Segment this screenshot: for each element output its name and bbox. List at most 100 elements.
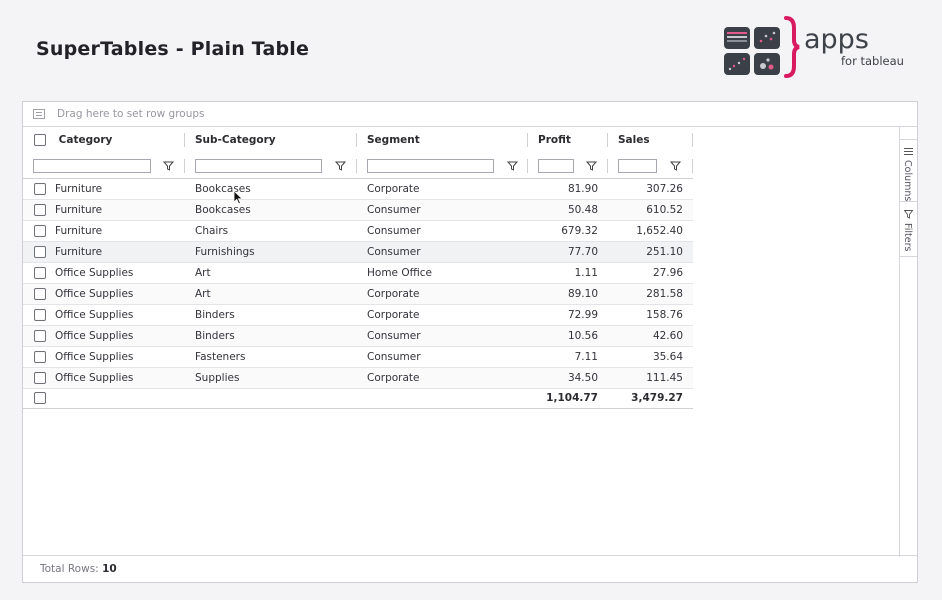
- cell-profit: 679.32: [528, 220, 608, 242]
- logo-tile-lines-icon: [724, 27, 750, 49]
- cell-text: Binders: [195, 308, 235, 321]
- cell-text: Consumer: [367, 203, 421, 216]
- cell-text: Office Supplies: [55, 329, 134, 342]
- total-rows-label: Total Rows:: [40, 563, 99, 575]
- cell-sales: 111.45: [608, 367, 693, 389]
- table-row[interactable]: Office Supplies Binders Consumer 10.56 42.60: [23, 325, 693, 347]
- column-header-profit[interactable]: Profit: [528, 127, 608, 153]
- cell-text: Supplies: [195, 371, 240, 384]
- cell-sub-category: Art: [185, 283, 357, 305]
- cell-text: Consumer: [367, 329, 421, 342]
- table-row[interactable]: Furniture Bookcases Corporate 81.90 307.26: [23, 178, 693, 200]
- row-checkbox[interactable]: [34, 287, 46, 300]
- cell-text: Consumer: [367, 224, 421, 237]
- cell-sub-category: Furnishings: [185, 241, 357, 263]
- cell-sales: 27.96: [608, 262, 693, 284]
- cell-text: Consumer: [367, 350, 421, 363]
- column-header-category[interactable]: Category: [23, 127, 185, 153]
- row-checkbox[interactable]: [34, 392, 46, 404]
- cell-sub-category: Fasteners: [185, 346, 357, 368]
- row-checkbox[interactable]: [34, 203, 46, 216]
- table-row[interactable]: Furniture Furnishings Consumer 77.70 251.10: [23, 241, 693, 263]
- sales-filter-input[interactable]: [618, 159, 657, 173]
- table-row[interactable]: Office Supplies Art Home Office 1.11 27.96: [23, 262, 693, 284]
- cell-category: Office Supplies: [23, 367, 185, 389]
- cell-sub-category: Art: [185, 262, 357, 284]
- table-row[interactable]: Office Supplies Binders Corporate 72.99 158.…: [23, 304, 693, 326]
- total-rows-count: 10: [102, 563, 117, 575]
- cell-sub-category: Supplies: [185, 367, 357, 389]
- cell-sales: 42.60: [608, 325, 693, 347]
- row-checkbox[interactable]: [34, 245, 46, 258]
- logo-tile-bubble-icon: [754, 53, 780, 75]
- filter-icon[interactable]: [163, 161, 174, 171]
- cell-profit: 72.99: [528, 304, 608, 326]
- segment-filter-input[interactable]: [367, 159, 494, 173]
- cell-sub-category: Chairs: [185, 220, 357, 242]
- row-checkbox[interactable]: [34, 182, 46, 195]
- profit-filter-input[interactable]: [538, 159, 574, 173]
- table-row[interactable]: Office Supplies Supplies Corporate 34.50 111…: [23, 367, 693, 389]
- row-group-drop-zone[interactable]: Drag here to set row groups: [23, 102, 917, 127]
- column-header-sales[interactable]: Sales: [608, 127, 693, 153]
- mouse-cursor-icon: [233, 190, 243, 205]
- table-row[interactable]: Furniture Bookcases Consumer 50.48 610.52: [23, 199, 693, 221]
- table-row[interactable]: Office Supplies Fasteners Consumer 7.11 35.6…: [23, 346, 693, 368]
- logo-subtitle: for tableau: [841, 54, 904, 68]
- cell-text: Furnishings: [195, 245, 255, 258]
- cell-text: Furniture: [55, 203, 103, 216]
- column-header-segment[interactable]: Segment: [357, 127, 528, 153]
- cell-text: Office Supplies: [55, 371, 134, 384]
- columns-icon: [904, 148, 913, 155]
- filter-icon[interactable]: [507, 161, 518, 171]
- row-checkbox[interactable]: [34, 308, 46, 321]
- cell-sub-category: Bookcases: [185, 199, 357, 221]
- table-row[interactable]: Office Supplies Art Corporate 89.10 281.58: [23, 283, 693, 305]
- cell-text: Binders: [195, 329, 235, 342]
- page-title: SuperTables - Plain Table: [36, 38, 310, 60]
- cell-segment: Corporate: [357, 178, 528, 200]
- cell-segment: Corporate: [357, 283, 528, 305]
- cell-category: Office Supplies: [23, 325, 185, 347]
- logo-tile-trend-icon: [724, 53, 750, 75]
- cell-text: Office Supplies: [55, 350, 134, 363]
- columns-panel-tab[interactable]: Columns: [900, 139, 917, 202]
- status-bar: Total Rows: 10: [23, 555, 917, 582]
- data-grid: Drag here to set row groups Category Sub…: [22, 101, 918, 583]
- column-header-label: Segment: [367, 134, 420, 146]
- row-checkbox[interactable]: [34, 266, 46, 279]
- filter-icon[interactable]: [670, 161, 681, 171]
- cell-category: Office Supplies: [23, 346, 185, 368]
- cell-text: Art: [195, 287, 211, 300]
- total-profit: 1,104.77: [528, 388, 608, 409]
- cell-segment: Corporate: [357, 304, 528, 326]
- cell-segment: Consumer: [357, 346, 528, 368]
- column-header-sub-category[interactable]: Sub-Category: [185, 127, 357, 153]
- filter-icon[interactable]: [586, 161, 597, 171]
- cell-text: Consumer: [367, 245, 421, 258]
- cell-sales: 610.52: [608, 199, 693, 221]
- header-row: Category Sub-Category Segment Profit Sal…: [23, 127, 693, 153]
- logo-tile-scatter-icon: [754, 27, 780, 49]
- table-row[interactable]: Furniture Chairs Consumer 679.32 1,652.40: [23, 220, 693, 242]
- column-header-label: Category: [58, 134, 113, 146]
- cell-segment: Corporate: [357, 367, 528, 389]
- category-filter-input[interactable]: [33, 159, 151, 173]
- data-table: Category Sub-Category Segment Profit Sal…: [23, 127, 693, 409]
- row-checkbox[interactable]: [34, 224, 46, 237]
- columns-panel-label: Columns: [902, 160, 913, 202]
- select-all-checkbox[interactable]: [34, 134, 46, 146]
- cell-text: Office Supplies: [55, 308, 134, 321]
- cell-sales: 1,652.40: [608, 220, 693, 242]
- sub-category-filter-input[interactable]: [195, 159, 322, 173]
- row-checkbox[interactable]: [34, 371, 46, 384]
- row-checkbox[interactable]: [34, 329, 46, 342]
- filter-icon[interactable]: [335, 161, 346, 171]
- cell-text: Bookcases: [195, 203, 251, 216]
- filters-panel-tab[interactable]: Filters: [900, 202, 917, 257]
- cell-profit: 50.48: [528, 199, 608, 221]
- cell-segment: Consumer: [357, 199, 528, 221]
- filter-row: [23, 153, 693, 179]
- cell-profit: 77.70: [528, 241, 608, 263]
- row-checkbox[interactable]: [34, 350, 46, 363]
